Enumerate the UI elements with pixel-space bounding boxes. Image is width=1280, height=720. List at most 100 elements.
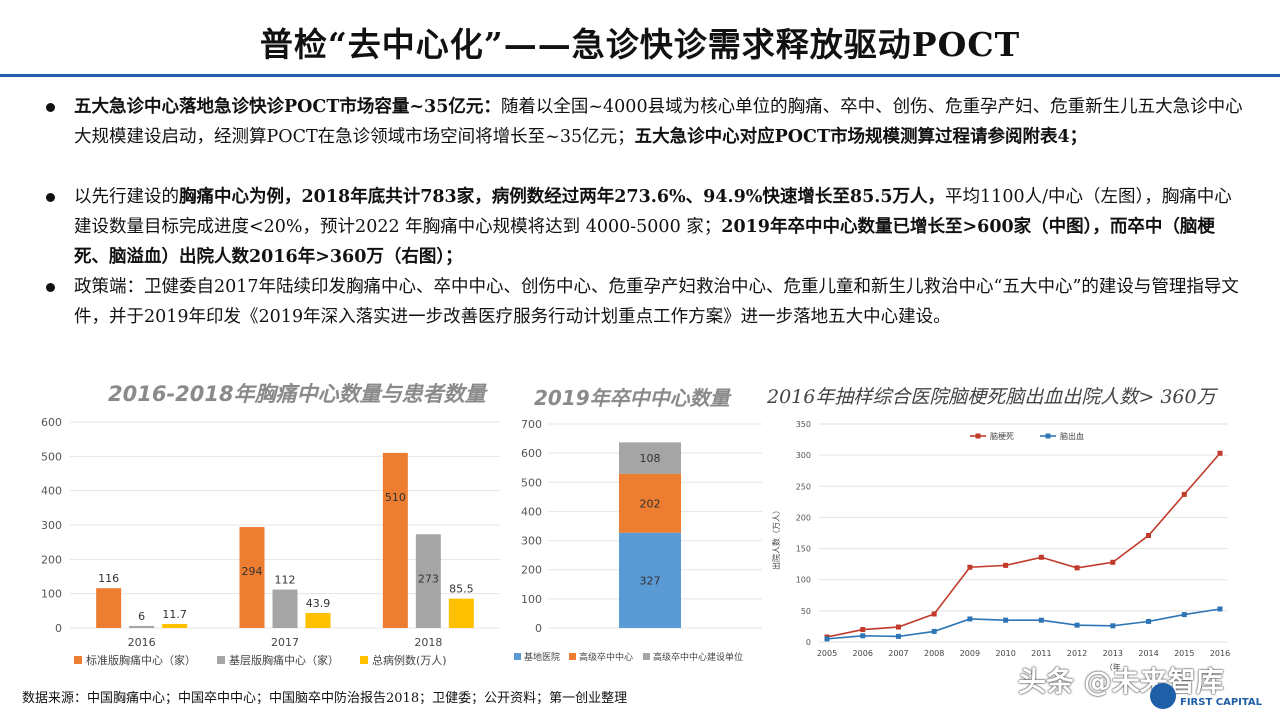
- y-tick-label: 200: [796, 513, 811, 522]
- series-line: [826, 452, 1221, 638]
- legend-label: 脑出血: [1060, 431, 1084, 441]
- y-tick-label: 500: [521, 476, 542, 489]
- data-point: [1217, 450, 1223, 456]
- x-tick-label: 2007: [888, 649, 908, 658]
- x-tick-label: 2012: [1067, 649, 1087, 658]
- title-divider: [0, 74, 1280, 77]
- bar: [162, 623, 188, 628]
- bullet-dot-icon: [46, 283, 55, 292]
- y-tick-label: 700: [521, 418, 542, 431]
- watermark: 头条 @未来智库: [1018, 665, 1224, 698]
- data-label: 85.5: [449, 583, 474, 596]
- data-point: [967, 616, 973, 622]
- data-label: 273: [418, 572, 439, 585]
- stacked-bar-segment: [619, 442, 681, 474]
- data-label: 327: [640, 574, 661, 587]
- legend-label: 高级卒中中心: [579, 651, 633, 663]
- y-tick-label: 350: [796, 420, 811, 429]
- data-point: [1217, 606, 1223, 612]
- bullet-text: 政策端：卫健委自2017年陆续印发胸痛中心、卒中中心、创伤中心、危重孕产妇救治中…: [74, 277, 1239, 327]
- data-point: [824, 636, 830, 642]
- y-tick-label: 50: [801, 607, 811, 616]
- series-line: [826, 608, 1221, 640]
- legend-label: 总病例数(万人): [372, 653, 447, 667]
- x-tick-label: 2005: [817, 649, 837, 658]
- data-point: [1110, 559, 1116, 565]
- data-label: 116: [98, 572, 119, 585]
- y-tick-label: 100: [41, 588, 62, 601]
- legend-swatch: [217, 656, 225, 664]
- y-tick-label: 400: [41, 485, 62, 498]
- data-point: [1146, 618, 1152, 624]
- data-point: [1146, 532, 1152, 538]
- y-axis-label: 出院人数（万人）: [771, 506, 781, 570]
- data-point: [1181, 612, 1187, 618]
- bullet-text: 五大急诊中心落地急诊快诊POCT市场容量~35亿元：随着以全国~4000县域为核…: [74, 97, 1243, 147]
- data-point: [1181, 491, 1187, 497]
- bullet-dot-icon: [46, 103, 55, 112]
- source-note: 数据来源：中国胸痛中心；中国卒中中心；中国脑卒中防治报告2018；卫健委；公开资…: [22, 691, 628, 706]
- legend-label: 基层版胸痛中心（家）: [229, 653, 339, 667]
- x-tick-label: 2018: [414, 636, 442, 649]
- bar: [448, 598, 474, 628]
- data-label: 11.7: [162, 608, 187, 621]
- data-point: [931, 611, 937, 617]
- y-tick-label: 150: [796, 545, 811, 554]
- data-point: [1074, 622, 1080, 628]
- y-tick-label: 200: [521, 564, 542, 577]
- x-tick-label: 2013: [1103, 649, 1123, 658]
- legend-label: 脑梗死: [990, 431, 1014, 441]
- data-label: 43.9: [306, 597, 331, 610]
- x-tick-label: 2017: [271, 636, 299, 649]
- x-tick-label: 2006: [853, 649, 873, 658]
- data-point: [931, 628, 937, 634]
- stacked-bar-segment: [619, 532, 681, 628]
- y-tick-label: 300: [796, 451, 811, 460]
- bar: [382, 452, 408, 628]
- data-label: 294: [242, 565, 263, 578]
- y-tick-label: 300: [521, 535, 542, 548]
- data-point: [1038, 617, 1044, 623]
- legend-label: 标准版胸痛中心（家）: [86, 653, 196, 667]
- y-tick-label: 250: [796, 482, 811, 491]
- legend-swatch: [360, 656, 368, 664]
- data-label: 112: [275, 574, 296, 587]
- page-title: 普检“去中心化”——急诊快诊需求释放驱动POCT: [259, 25, 1021, 64]
- chart-title-discharges: 2016年抽样综合医院脑梗死脑出血出院人数> 360万: [767, 386, 1216, 408]
- legend-marker: [975, 433, 981, 439]
- bullet-list: 五大急诊中心落地急诊快诊POCT市场容量~35亿元：随着以全国~4000县域为核…: [38, 92, 1243, 362]
- legend-swatch: [643, 653, 650, 660]
- data-point: [1003, 562, 1009, 568]
- bullet-item: 五大急诊中心落地急诊快诊POCT市场容量~35亿元：随着以全国~4000县域为核…: [38, 92, 1243, 182]
- stacked-bar-segment: [619, 473, 681, 533]
- bar: [239, 527, 265, 628]
- chart-title-stroke-centers: 2019年卒中中心数量: [534, 386, 730, 410]
- data-point: [1003, 617, 1009, 623]
- data-label: 108: [640, 452, 661, 465]
- bullet-item: 以先行建设的胸痛中心为例，2018年底共计783家，病例数经过两年273.6%、…: [38, 182, 1243, 272]
- legend-label: 基地医院: [524, 651, 560, 663]
- data-point: [967, 564, 973, 570]
- bar: [96, 588, 122, 628]
- bar: [305, 612, 331, 628]
- data-point: [860, 627, 866, 633]
- data-label: 510: [385, 491, 406, 504]
- y-tick-label: 100: [521, 593, 542, 606]
- bar: [272, 589, 298, 628]
- y-tick-label: 600: [521, 447, 542, 460]
- y-tick-label: 100: [796, 576, 811, 585]
- y-tick-label: 0: [535, 622, 542, 635]
- x-tick-label: 2016: [128, 636, 156, 649]
- bar: [129, 625, 155, 628]
- chart-discharges: 0 50 100 150 200 250 300 350 2005 2006 2007 2008 200…: [771, 420, 1230, 672]
- data-point: [1110, 623, 1116, 629]
- x-tick-label: 2016: [1210, 649, 1230, 658]
- chart-title-chest-pain: 2016-2018年胸痛中心数量与患者数量: [108, 382, 486, 406]
- chart-stroke-centers: 0 100 200 300 400 500 600 700 327 202 108 基地医院 高级卒中中…: [514, 418, 762, 663]
- data-point: [860, 633, 866, 639]
- x-tick-label: 2014: [1138, 649, 1158, 658]
- y-tick-label: 200: [41, 553, 62, 566]
- logo-icon: [1150, 683, 1176, 709]
- data-point: [1074, 565, 1080, 571]
- data-point: [1038, 554, 1044, 560]
